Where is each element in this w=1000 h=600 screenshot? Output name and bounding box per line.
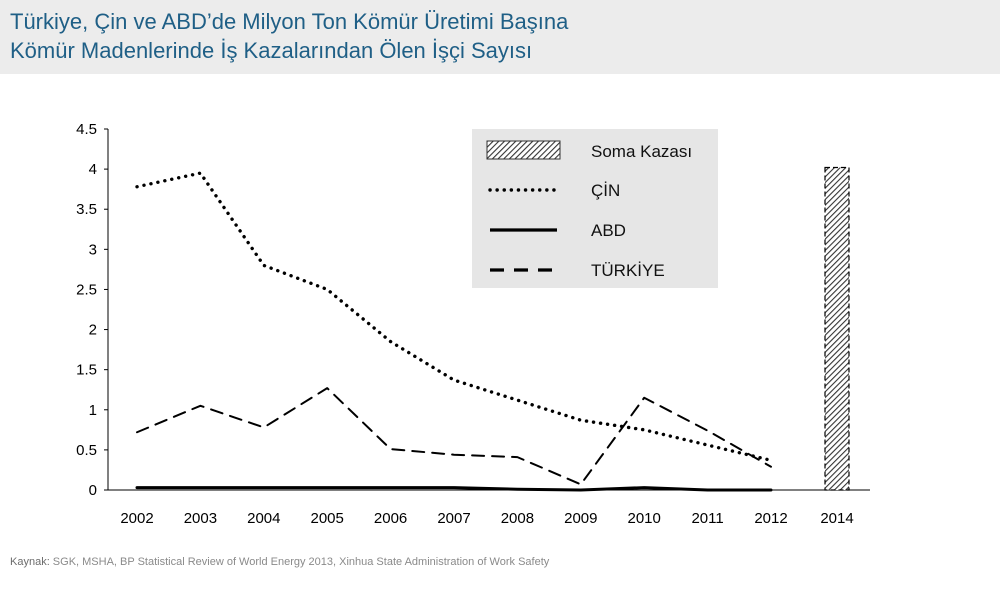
y-tick-label: 1.5: [76, 362, 97, 379]
x-tick-label: 2008: [501, 510, 534, 527]
title-bar: Türkiye, Çin ve ABD’de Milyon Ton Kömür …: [0, 0, 1000, 74]
y-tick-label: 3.5: [76, 201, 97, 218]
x-tick-label: 2014: [820, 510, 853, 527]
x-tick-label: 2003: [184, 510, 217, 527]
x-tick-label: 2006: [374, 510, 407, 527]
x-tick-label: 2010: [628, 510, 661, 527]
legend-label-soma-kazas-: Soma Kazası: [591, 142, 692, 161]
legend-label--i-n: ÇİN: [591, 181, 620, 200]
series-line-t-rki-ye: [136, 387, 772, 486]
y-tick-label: 4: [89, 161, 97, 178]
x-tick-label: 2005: [311, 510, 344, 527]
legend-label-abd: ABD: [591, 221, 626, 240]
y-tick-label: 3: [89, 241, 97, 258]
y-tick-label: 0.5: [76, 442, 97, 459]
y-tick-label: 4.5: [76, 121, 97, 138]
legend-label-t-rki-ye: TÜRKİYE: [591, 261, 665, 280]
chart-title-line-2: Kömür Madenlerinde İş Kazalarından Ölen …: [10, 38, 533, 63]
x-tick-label: 2007: [437, 510, 470, 527]
x-tick-label: 2011: [691, 510, 723, 527]
y-tick-label: 2: [89, 322, 97, 339]
x-tick-label: 2009: [564, 510, 597, 527]
source-note: Kaynak: SGK, MSHA, BP Statistical Review…: [10, 556, 549, 568]
x-tick-label: 2002: [120, 510, 153, 527]
source-text: SGK, MSHA, BP Statistical Review of Worl…: [49, 556, 550, 568]
series-line-abd: [135, 486, 773, 492]
y-tick-label: 1: [89, 402, 97, 419]
bar-soma-kazasi: [824, 166, 850, 491]
source-label: Kaynak:: [10, 556, 50, 568]
legend-swatch-soma-kazasi: [486, 140, 561, 160]
y-tick-label: 2.5: [76, 281, 97, 298]
x-tick-label: 2012: [754, 510, 787, 527]
x-tick-label: 2004: [247, 510, 280, 527]
y-tick-label: 0: [89, 482, 97, 499]
chart-title-line-1: Türkiye, Çin ve ABD’de Milyon Ton Kömür …: [10, 9, 569, 34]
